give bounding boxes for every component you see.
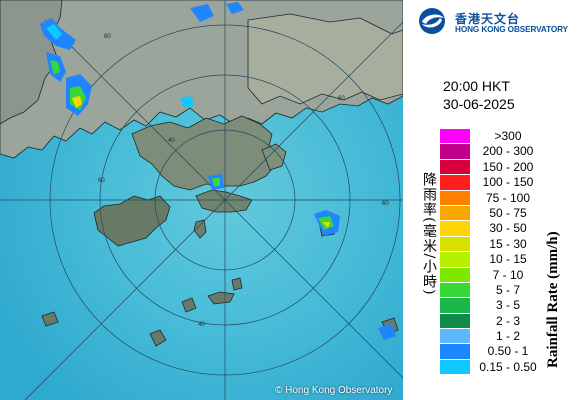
legend-title-en: Rainfall Rate (mm/h) [545,231,561,368]
island-south-3 [231,277,243,291]
legend-swatch [440,252,470,268]
logo-text-en: HONG KONG OBSERVATORY [455,25,568,34]
rain-echo-nw-3-yellow [72,96,82,108]
legend-range-label: 75 - 100 [485,190,531,205]
legend-range-label: 7 - 10 [492,267,524,282]
legend-swatch [440,344,470,360]
range-axis-nw-se [44,19,403,379]
rain-echo-east-yellow [322,222,330,228]
legend-range-label: 0.15 - 0.50 [479,359,537,374]
ring-label-nw: 60 [104,34,111,40]
rain-echo-north-1 [190,4,214,22]
island-west-1 [41,311,59,327]
legend-swatch [440,129,470,145]
range-rings [0,0,403,400]
rain-echo-north-2 [226,2,244,14]
hko-swirl-logo-icon [419,8,445,34]
legend-swatch [440,205,470,222]
legend-ranges: >300 200 - 300 150 - 200 100 - 150 75 - 100 5… [473,129,543,375]
legend-swatch [440,313,470,330]
legend-swatch [440,221,470,237]
legend-range-label: 15 - 30 [489,236,527,251]
ring-labels: 60 60 60 60 40 40 [98,34,389,328]
radar-map[interactable]: 60 60 60 60 40 40 [0,0,403,400]
hko-logo[interactable]: 香港天文台 HONG KONG OBSERVATORY [417,6,575,36]
range-axis-ne-sw [24,21,403,400]
ring-label-s: 40 [198,322,205,328]
legend-range-label: 5 - 7 [495,282,520,297]
legend-swatches [440,129,470,376]
ring-label-w: 60 [98,178,105,184]
legend-range-label: 0.50 - 1 [487,344,529,359]
island-west-2 [149,329,167,347]
copyright-text: © Hong Kong Observatory [275,385,393,396]
legend-range-label: 3 - 5 [495,298,520,313]
rain-echo-center-north [180,96,194,108]
legend-range-label: 1 - 2 [495,329,520,344]
legend-range-label: 150 - 200 [482,159,534,174]
rain-echo-central-core [212,178,220,186]
legend-range-label: 100 - 150 [482,175,534,190]
observation-time: 20:00 HKT [443,78,510,94]
rain-echoes [40,2,396,340]
ring-label-n: 40 [168,138,175,144]
rain-echo-nw-1-core [46,24,62,40]
legend-title-zh: 降雨率(毫米/小時) [421,172,437,296]
island-south-2 [181,297,197,313]
lamma-island [193,219,207,239]
legend-panel: 香港天文台 HONG KONG OBSERVATORY 20:00 HKT 30… [403,0,577,400]
legend-swatch [440,190,470,206]
legend-swatch [440,329,470,345]
island-south-1 [207,291,235,305]
northeast-land [247,13,403,105]
legend-range-label: 2 - 3 [495,313,520,328]
observation-date: 30-06-2025 [443,96,515,112]
legend-swatch [440,298,470,314]
ring-label-e: 60 [382,201,389,207]
sai-kung-peninsula [261,143,287,171]
legend-range-label: 10 - 15 [489,252,527,267]
legend-range-label: 50 - 75 [489,205,527,220]
legend-swatch [440,236,470,253]
radar-map-image: 60 60 60 60 40 40 [0,0,403,400]
legend-swatch [440,267,470,283]
legend-swatch [440,359,470,376]
logo-text-zh: 香港天文台 [455,12,521,26]
rain-echo-se [378,324,396,340]
legend-range-label: >300 [494,129,522,143]
rain-echo-nw-2-core [50,60,60,74]
legend-swatch [440,144,470,160]
legend-swatch [440,159,470,176]
legend-range-label: 200 - 300 [482,144,534,159]
lantau-island [93,195,171,247]
legend-swatch [440,175,470,191]
legend-swatch [440,282,470,299]
legend-range-label: 30 - 50 [489,221,527,236]
ring-label-ne: 60 [338,96,345,102]
